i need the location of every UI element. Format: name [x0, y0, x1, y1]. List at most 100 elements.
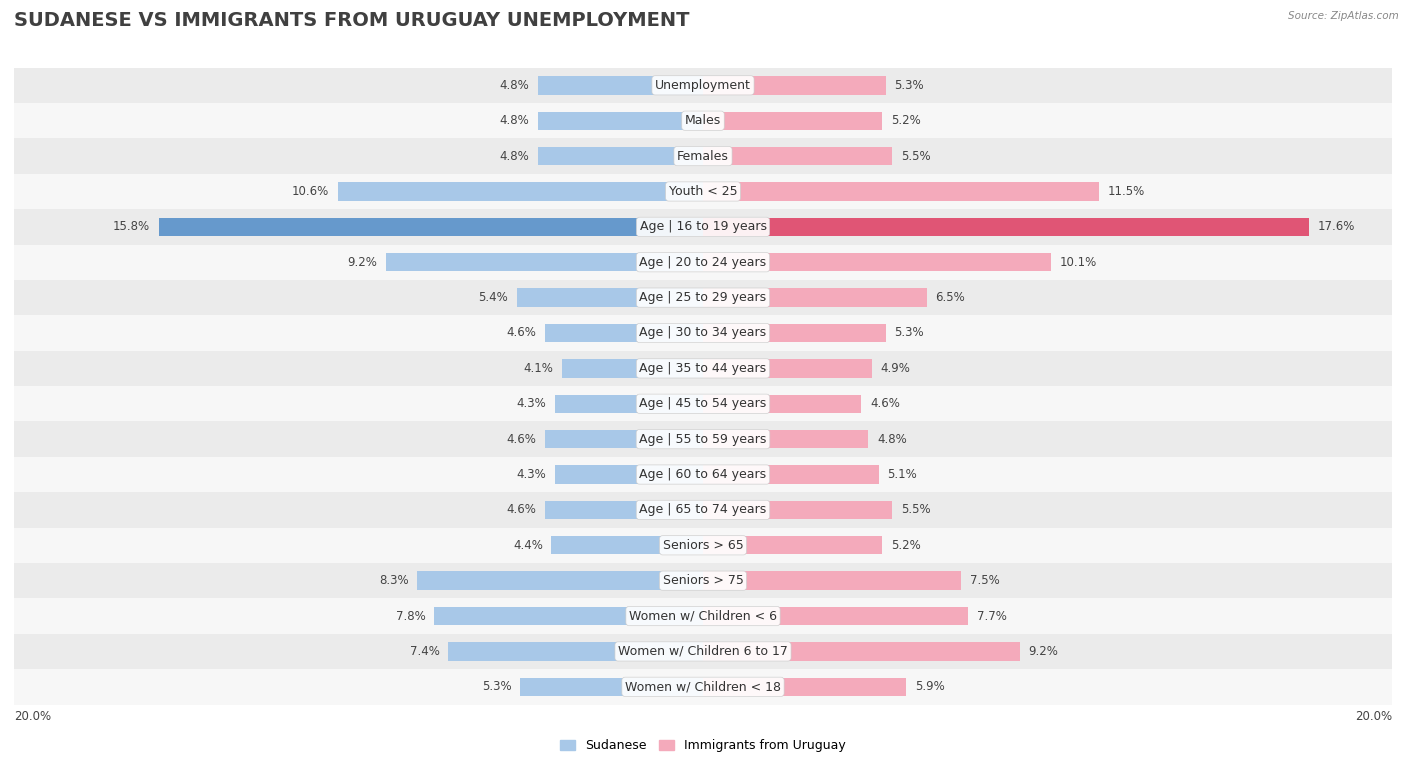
Bar — [337, 182, 703, 201]
Bar — [551, 536, 703, 554]
Text: 4.4%: 4.4% — [513, 539, 543, 552]
Text: 4.1%: 4.1% — [523, 362, 553, 375]
Bar — [14, 563, 1392, 598]
Bar — [14, 634, 1392, 669]
Text: Age | 65 to 74 years: Age | 65 to 74 years — [640, 503, 766, 516]
Bar — [14, 280, 1392, 316]
Text: Males: Males — [685, 114, 721, 127]
Text: 8.3%: 8.3% — [378, 574, 409, 587]
Bar — [544, 430, 703, 448]
Bar — [537, 147, 703, 165]
Text: 7.7%: 7.7% — [977, 609, 1007, 622]
Text: 7.8%: 7.8% — [396, 609, 426, 622]
Bar — [14, 492, 1392, 528]
Bar — [703, 359, 872, 378]
Bar — [703, 536, 882, 554]
Text: 4.8%: 4.8% — [499, 114, 529, 127]
Bar — [14, 528, 1392, 563]
Text: 7.4%: 7.4% — [409, 645, 440, 658]
Text: 9.2%: 9.2% — [1029, 645, 1059, 658]
Bar — [159, 218, 703, 236]
Bar — [703, 147, 893, 165]
Bar — [520, 678, 703, 696]
Text: Age | 60 to 64 years: Age | 60 to 64 years — [640, 468, 766, 481]
Text: Age | 16 to 19 years: Age | 16 to 19 years — [640, 220, 766, 233]
Text: 4.9%: 4.9% — [880, 362, 910, 375]
Text: 5.2%: 5.2% — [891, 539, 921, 552]
Bar — [544, 500, 703, 519]
Bar — [703, 466, 879, 484]
Text: Seniors > 75: Seniors > 75 — [662, 574, 744, 587]
Bar — [537, 76, 703, 95]
Bar — [562, 359, 703, 378]
Text: 5.5%: 5.5% — [901, 503, 931, 516]
Text: 10.1%: 10.1% — [1060, 256, 1097, 269]
Bar — [703, 607, 969, 625]
Bar — [14, 139, 1392, 174]
Bar — [703, 394, 862, 413]
Text: 4.8%: 4.8% — [499, 79, 529, 92]
Bar — [14, 350, 1392, 386]
Text: Age | 45 to 54 years: Age | 45 to 54 years — [640, 397, 766, 410]
Bar — [703, 430, 869, 448]
Text: 4.6%: 4.6% — [506, 326, 536, 339]
Bar — [14, 209, 1392, 245]
Bar — [555, 466, 703, 484]
Text: 5.3%: 5.3% — [894, 326, 924, 339]
Bar — [14, 103, 1392, 139]
Text: 5.3%: 5.3% — [482, 681, 512, 693]
Bar — [14, 386, 1392, 422]
Bar — [14, 245, 1392, 280]
Bar — [14, 67, 1392, 103]
Text: 17.6%: 17.6% — [1317, 220, 1355, 233]
Text: 4.6%: 4.6% — [506, 433, 536, 446]
Bar — [544, 324, 703, 342]
Text: 5.4%: 5.4% — [478, 291, 509, 304]
Text: 5.5%: 5.5% — [901, 150, 931, 163]
Text: Source: ZipAtlas.com: Source: ZipAtlas.com — [1288, 11, 1399, 21]
Text: Seniors > 65: Seniors > 65 — [662, 539, 744, 552]
Bar — [703, 253, 1050, 272]
Bar — [14, 598, 1392, 634]
Text: SUDANESE VS IMMIGRANTS FROM URUGUAY UNEMPLOYMENT: SUDANESE VS IMMIGRANTS FROM URUGUAY UNEM… — [14, 11, 689, 30]
Text: 5.2%: 5.2% — [891, 114, 921, 127]
Text: Youth < 25: Youth < 25 — [669, 185, 737, 198]
Bar — [537, 111, 703, 130]
Text: Age | 30 to 34 years: Age | 30 to 34 years — [640, 326, 766, 339]
Text: Women w/ Children < 18: Women w/ Children < 18 — [626, 681, 780, 693]
Bar — [14, 422, 1392, 456]
Text: 9.2%: 9.2% — [347, 256, 377, 269]
Legend: Sudanese, Immigrants from Uruguay: Sudanese, Immigrants from Uruguay — [555, 734, 851, 757]
Text: Age | 55 to 59 years: Age | 55 to 59 years — [640, 433, 766, 446]
Text: 4.8%: 4.8% — [877, 433, 907, 446]
Bar — [703, 572, 962, 590]
Text: 7.5%: 7.5% — [970, 574, 1000, 587]
Bar — [418, 572, 703, 590]
Bar — [703, 218, 1309, 236]
Text: 4.3%: 4.3% — [516, 397, 547, 410]
Bar — [703, 678, 907, 696]
Bar — [555, 394, 703, 413]
Bar — [703, 500, 893, 519]
Bar — [703, 182, 1099, 201]
Bar — [14, 456, 1392, 492]
Text: Age | 20 to 24 years: Age | 20 to 24 years — [640, 256, 766, 269]
Bar — [703, 642, 1019, 661]
Text: 4.3%: 4.3% — [516, 468, 547, 481]
Text: 5.1%: 5.1% — [887, 468, 917, 481]
Text: Age | 35 to 44 years: Age | 35 to 44 years — [640, 362, 766, 375]
Bar — [434, 607, 703, 625]
Bar — [703, 324, 886, 342]
Text: Females: Females — [678, 150, 728, 163]
Text: 5.3%: 5.3% — [894, 79, 924, 92]
Bar — [387, 253, 703, 272]
Text: 4.8%: 4.8% — [499, 150, 529, 163]
Bar — [14, 316, 1392, 350]
Text: Women w/ Children 6 to 17: Women w/ Children 6 to 17 — [619, 645, 787, 658]
Text: 4.6%: 4.6% — [506, 503, 536, 516]
Text: Age | 25 to 29 years: Age | 25 to 29 years — [640, 291, 766, 304]
Text: 11.5%: 11.5% — [1108, 185, 1144, 198]
Text: 4.6%: 4.6% — [870, 397, 900, 410]
Bar — [517, 288, 703, 307]
Text: Unemployment: Unemployment — [655, 79, 751, 92]
